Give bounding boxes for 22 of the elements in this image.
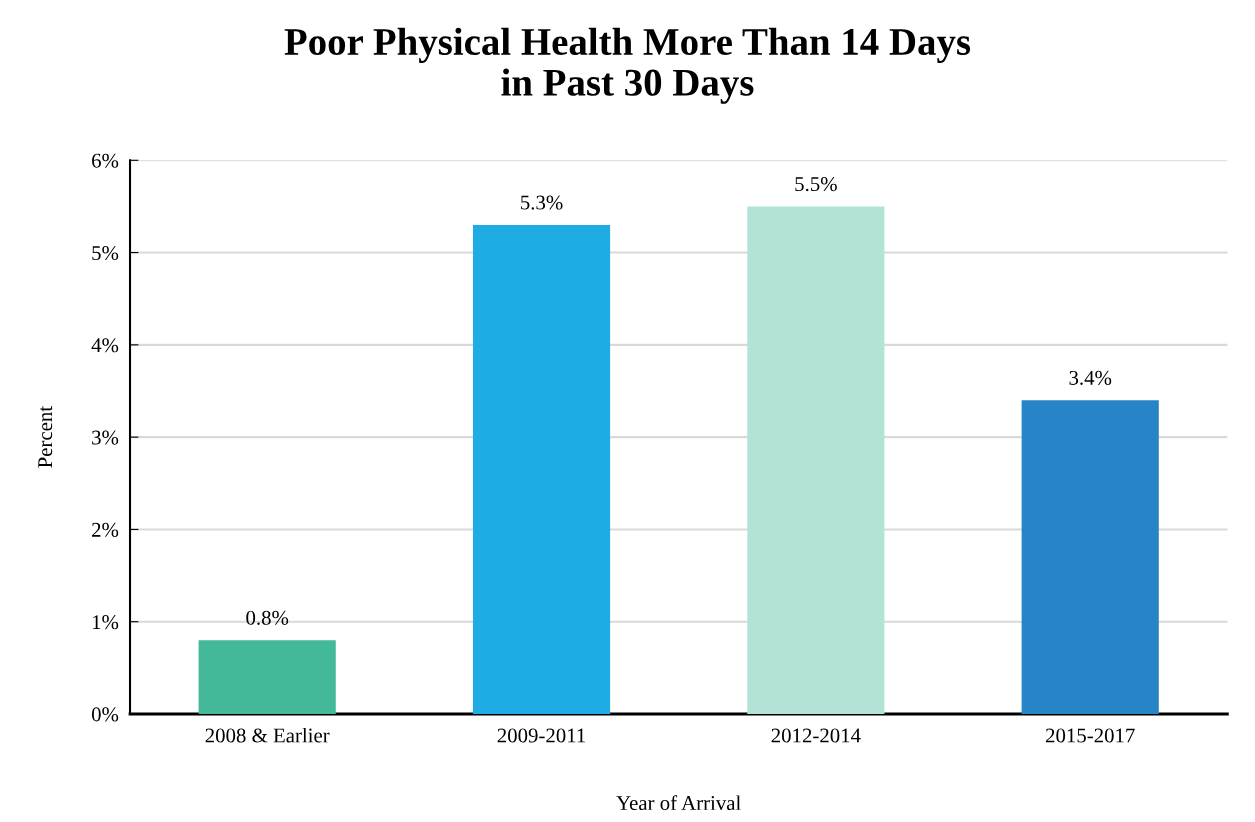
x-tick-label: 2015-2017 xyxy=(1046,728,1135,743)
y-tick-label: 6% xyxy=(92,153,119,168)
y-tick-label: 1% xyxy=(92,615,119,630)
chart-title: Poor Physical Health More Than 14 Days in Past 30 Days xyxy=(284,27,971,104)
data-label: 0.8% xyxy=(246,610,289,625)
bar xyxy=(747,206,885,714)
y-tick-label: 2% xyxy=(92,522,119,537)
x-tick-label: 2009-2011 xyxy=(497,728,586,743)
y-tick-label: 4% xyxy=(91,338,119,353)
y-axis-title: Percent xyxy=(38,406,53,468)
data-label: 5.3% xyxy=(521,195,563,210)
x-axis-title: Year of Arrival xyxy=(616,795,741,811)
data-label: 5.5% xyxy=(795,177,837,192)
bar xyxy=(1021,400,1159,714)
bar xyxy=(198,640,336,714)
y-tick-label: 3% xyxy=(92,430,119,445)
bar xyxy=(472,224,611,714)
x-tick-label: 2012-2014 xyxy=(771,728,861,743)
y-tick-label: 0% xyxy=(91,707,119,722)
y-tick-label: 5% xyxy=(92,245,119,261)
x-tick-label: 2008 & Earlier xyxy=(205,727,330,743)
data-label: 3.4% xyxy=(1069,370,1112,385)
